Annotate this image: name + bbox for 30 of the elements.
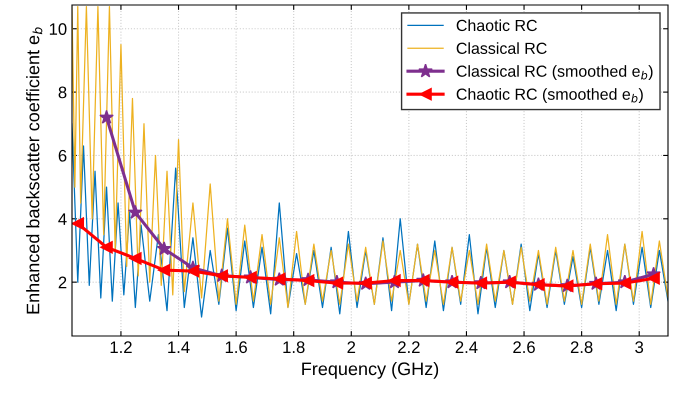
x-tick-label: 2.4 [456, 341, 478, 353]
y-axis-title: Enhanced backscatter coefficient e$_{b}$ [26, 27, 42, 314]
x-tick-label: 1.6 [226, 341, 247, 354]
x-tick-label: 2 [347, 341, 356, 353]
legend-label: Chaotic RC [456, 19, 537, 32]
x-tick-label: 3 [635, 341, 644, 354]
y-tick-label: 10 [50, 23, 66, 35]
x-tick-label: 1.2 [110, 341, 132, 353]
point [156, 241, 172, 256]
x-tick-label: 1.4 [168, 341, 190, 353]
legend-label: Chaotic RC (smoothed e$_{b}$) [456, 88, 643, 104]
y-tick-label: 6 [58, 150, 66, 162]
point [647, 272, 660, 285]
x-tick-label: 2.8 [570, 341, 592, 354]
y-tick-label: 4 [58, 213, 67, 225]
y-tick-label: 8 [58, 86, 66, 98]
point [99, 110, 114, 124]
legend-label: Classical RC (smoothed e$_{b}$) [456, 65, 653, 80]
legend-label: Classical RC [456, 42, 547, 54]
point [72, 217, 84, 230]
x-axis-title: Frequency (GHz) [302, 362, 438, 379]
point [128, 204, 143, 219]
y-tick-label: 2 [58, 276, 66, 288]
point [158, 264, 170, 276]
x-tick-label: 2.6 [513, 341, 535, 354]
point [186, 264, 200, 278]
point [129, 252, 142, 265]
x-tick-label: 1.8 [283, 341, 305, 354]
point [100, 241, 113, 254]
x-tick-label: 2.2 [398, 341, 420, 353]
